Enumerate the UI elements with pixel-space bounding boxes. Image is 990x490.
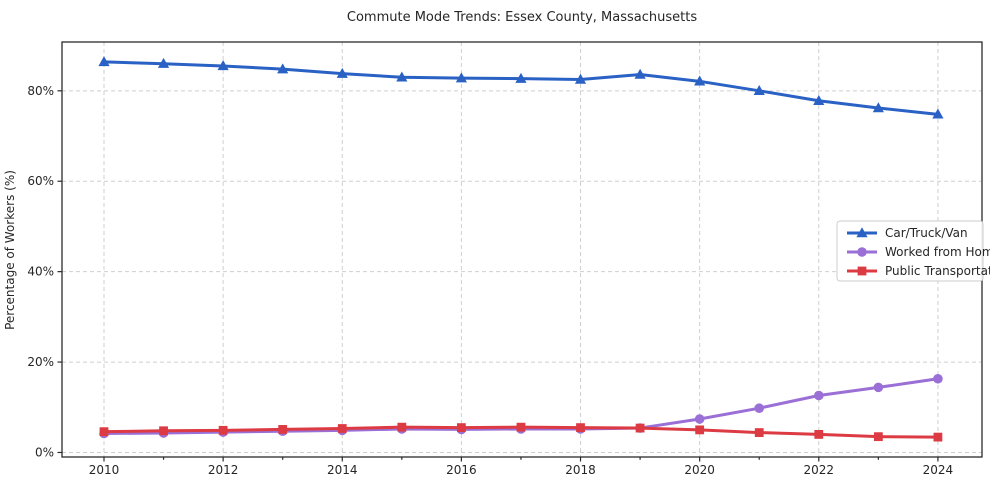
- y-tick-label: 20%: [27, 355, 54, 369]
- data-point: [574, 73, 587, 84]
- legend-marker: [857, 266, 867, 276]
- legend-label: Car/Truck/Van: [885, 226, 968, 240]
- x-tick-label: 2014: [327, 463, 358, 477]
- data-point: [694, 414, 705, 424]
- x-tick-label: 2024: [923, 463, 954, 477]
- data-point: [933, 432, 943, 442]
- y-tick-label: 40%: [27, 265, 54, 279]
- data-point: [873, 432, 883, 442]
- legend-item-public-transportation: Public Transportation: [847, 264, 990, 278]
- data-point: [873, 382, 884, 393]
- data-point: [813, 94, 825, 105]
- data-point: [397, 422, 407, 432]
- data-point: [98, 56, 110, 67]
- legend-item-worked-from-home: Worked from Home: [847, 245, 990, 259]
- data-point: [635, 423, 645, 433]
- data-point: [634, 68, 646, 79]
- x-tick-label: 2010: [89, 463, 120, 477]
- x-tick-label: 2020: [684, 463, 715, 477]
- data-point: [157, 57, 170, 68]
- y-tick-label: 0%: [35, 445, 54, 459]
- chart-title: Commute Mode Trends: Essex County, Massa…: [347, 10, 697, 25]
- data-point: [455, 72, 467, 83]
- legend-item-car-truck-van: Car/Truck/Van: [847, 226, 968, 240]
- data-point: [516, 422, 526, 432]
- series-line: [102, 60, 940, 116]
- data-point: [515, 72, 527, 83]
- data-point: [336, 67, 348, 78]
- x-tick-label: 2016: [446, 463, 477, 477]
- data-point: [99, 427, 109, 437]
- legend-label: Worked from Home: [885, 245, 990, 259]
- data-point: [396, 71, 408, 82]
- data-point: [753, 85, 765, 96]
- x-tick-label: 2012: [208, 463, 239, 477]
- data-point: [933, 373, 943, 384]
- data-point: [217, 60, 229, 71]
- data-point: [694, 75, 706, 86]
- y-tick-label: 60%: [27, 174, 54, 188]
- legend-box: [836, 220, 984, 282]
- data-point: [277, 63, 289, 74]
- legend-marker: [856, 227, 868, 238]
- data-point: [576, 423, 585, 433]
- legend: Car/Truck/Van Worked from Home Public Tran…: [836, 220, 990, 282]
- data-point: [813, 390, 824, 401]
- data-point: [159, 426, 168, 436]
- data-point: [754, 428, 764, 437]
- data-point: [695, 425, 705, 435]
- grid-layer: [62, 42, 982, 457]
- data-point: [872, 102, 884, 113]
- data-point: [814, 429, 824, 439]
- legend-marker: [857, 247, 867, 257]
- series-car-truck-van: [98, 56, 944, 119]
- x-tick-label: 2022: [804, 463, 835, 477]
- data-point: [456, 423, 466, 433]
- data-point: [754, 403, 765, 413]
- data-point: [278, 425, 288, 434]
- legend-label: Public Transportation: [885, 264, 990, 278]
- series-layer: [98, 56, 944, 442]
- data-point: [218, 425, 228, 435]
- series-public-transportation: [99, 422, 943, 442]
- y-axis-label: Percentage of Workers (%): [3, 170, 17, 330]
- y-tick-label: 80%: [27, 84, 54, 98]
- data-point: [932, 108, 944, 119]
- data-point: [337, 424, 347, 433]
- x-tick-label: 2018: [565, 463, 596, 477]
